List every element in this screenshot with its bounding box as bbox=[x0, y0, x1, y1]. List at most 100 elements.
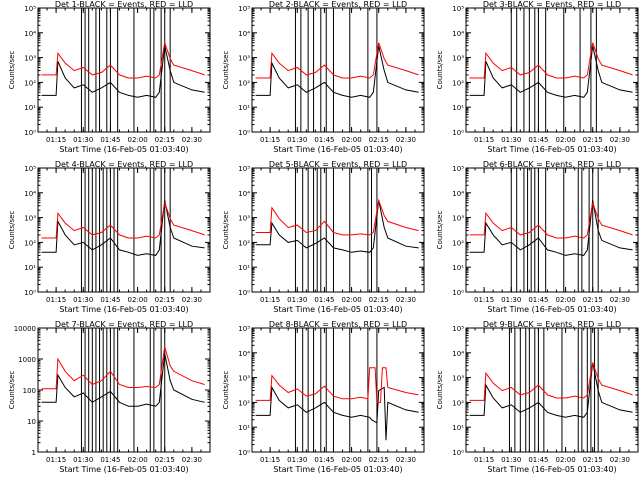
x-tick-label: 02:30 bbox=[610, 296, 630, 304]
y-tick-label: 10² bbox=[238, 399, 250, 407]
panel-title: Det 9-BLACK = Events, RED = LLD bbox=[483, 320, 621, 329]
panel-title: Det 6-BLACK = Events, RED = LLD bbox=[483, 160, 621, 169]
x-tick-label: 02:15 bbox=[369, 136, 389, 144]
y-tick-label: 10⁰ bbox=[452, 289, 464, 297]
y-tick-label: 10³ bbox=[24, 55, 36, 63]
y-axis-label: Counts/sec bbox=[436, 211, 444, 250]
plot-frame bbox=[251, 7, 425, 133]
y-axis-label: Counts/sec bbox=[8, 51, 16, 90]
x-tick-label: 02:15 bbox=[155, 296, 175, 304]
y-tick-label: 10¹ bbox=[238, 104, 250, 112]
x-tick-label: 02:00 bbox=[127, 136, 147, 144]
y-tick-label: 10⁴ bbox=[238, 350, 250, 358]
x-tick-label: 02:00 bbox=[127, 296, 147, 304]
y-tick-label: 10⁴ bbox=[24, 30, 36, 38]
series-line-red bbox=[255, 198, 419, 236]
x-axis-label: Start Time (16-Feb-05 01:03:40) bbox=[59, 465, 188, 474]
y-tick-label: 10¹ bbox=[24, 104, 36, 112]
x-tick-label: 02:15 bbox=[369, 296, 389, 304]
chart-panel-6: 10⁰ 10¹ 10² 10³ 10⁴ 10⁵ 01:15 01:30 01:45 02:00 02… bbox=[436, 160, 639, 314]
series-line-red bbox=[255, 42, 419, 79]
x-tick-label: 01:15 bbox=[474, 456, 494, 464]
y-tick-label: 10³ bbox=[238, 375, 250, 383]
series-line-black bbox=[41, 353, 205, 407]
y-axis-label: Counts/sec bbox=[8, 371, 16, 410]
panel-title: Det 4-BLACK = Events, RED = LLD bbox=[55, 160, 193, 169]
y-tick-label: 10⁵ bbox=[452, 165, 464, 173]
plot-frame bbox=[465, 327, 639, 453]
y-axis-label: Counts/sec bbox=[222, 51, 230, 90]
chart-panel-2: 10⁰ 10¹ 10² 10³ 10⁴ 10⁵ 01:15 01:30 01:45 02:00 02… bbox=[222, 0, 425, 154]
x-axis-label: Start Time (16-Feb-05 01:03:40) bbox=[487, 305, 616, 314]
series-line-black bbox=[469, 362, 633, 418]
y-tick-label: 10² bbox=[238, 79, 250, 87]
x-tick-label: 02:15 bbox=[155, 136, 175, 144]
y-tick-label: 10000 bbox=[14, 325, 36, 333]
panel-title: Det 3-BLACK = Events, RED = LLD bbox=[483, 0, 621, 9]
series-line-black bbox=[469, 200, 633, 256]
y-tick-label: 10⁰ bbox=[452, 449, 464, 457]
series-line-black bbox=[255, 385, 419, 441]
x-axis-label: Start Time (16-Feb-05 01:03:40) bbox=[487, 465, 616, 474]
x-tick-label: 02:15 bbox=[369, 456, 389, 464]
plot-frame bbox=[251, 167, 425, 293]
series-line-red bbox=[469, 362, 633, 401]
y-tick-label: 10² bbox=[24, 79, 36, 87]
x-tick-label: 02:30 bbox=[396, 296, 416, 304]
series-line-black bbox=[255, 45, 419, 98]
y-axis-label: Counts/sec bbox=[436, 51, 444, 90]
x-tick-label: 01:30 bbox=[501, 136, 521, 144]
y-tick-label: 10³ bbox=[452, 55, 464, 63]
y-tick-label: 10⁵ bbox=[452, 325, 464, 333]
x-tick-label: 01:45 bbox=[314, 136, 334, 144]
x-tick-label: 01:30 bbox=[73, 136, 93, 144]
y-tick-label: 10⁰ bbox=[238, 449, 250, 457]
x-tick-label: 02:15 bbox=[583, 136, 603, 144]
x-tick-label: 01:15 bbox=[46, 296, 66, 304]
y-tick-label: 1000 bbox=[18, 356, 36, 364]
chart-panel-4: 10⁰ 10¹ 10² 10³ 10⁴ 10⁵ 01:15 01:30 01:45 02:00 02… bbox=[8, 160, 211, 314]
x-tick-label: 02:30 bbox=[182, 136, 202, 144]
series-line-red bbox=[41, 42, 205, 79]
panel-title: Det 5-BLACK = Events, RED = LLD bbox=[269, 160, 407, 169]
y-tick-label: 10¹ bbox=[452, 104, 464, 112]
y-tick-label: 10⁵ bbox=[24, 165, 36, 173]
plot-frame bbox=[37, 327, 211, 453]
x-tick-label: 01:15 bbox=[474, 296, 494, 304]
x-tick-label: 01:30 bbox=[287, 456, 307, 464]
y-tick-label: 10¹ bbox=[238, 424, 250, 432]
x-tick-label: 02:30 bbox=[396, 136, 416, 144]
plot-frame bbox=[465, 167, 639, 293]
series-line-black bbox=[255, 200, 419, 253]
x-tick-label: 02:00 bbox=[127, 456, 147, 464]
y-tick-label: 10³ bbox=[238, 55, 250, 63]
y-tick-label: 10⁵ bbox=[238, 165, 250, 173]
x-axis-label: Start Time (16-Feb-05 01:03:40) bbox=[59, 305, 188, 314]
y-tick-label: 10⁴ bbox=[452, 30, 464, 38]
x-tick-label: 02:15 bbox=[155, 456, 175, 464]
x-tick-label: 02:15 bbox=[583, 456, 603, 464]
y-tick-label: 10² bbox=[452, 79, 464, 87]
y-tick-label: 10² bbox=[452, 399, 464, 407]
series-line-red bbox=[469, 202, 633, 239]
y-tick-label: 10¹ bbox=[452, 264, 464, 272]
series-line-red bbox=[41, 202, 205, 239]
x-tick-label: 02:30 bbox=[610, 456, 630, 464]
x-tick-label: 02:30 bbox=[182, 456, 202, 464]
x-tick-label: 01:15 bbox=[46, 456, 66, 464]
chart-panel-8: 10⁰ 10¹ 10² 10³ 10⁴ 10⁵ 01:15 01:30 01:45 02:00 02… bbox=[222, 320, 425, 474]
series-line-red bbox=[469, 42, 633, 79]
x-tick-label: 02:30 bbox=[610, 136, 630, 144]
x-axis-label: Start Time (16-Feb-05 01:03:40) bbox=[273, 145, 402, 154]
x-tick-label: 01:45 bbox=[528, 296, 548, 304]
plot-frame bbox=[37, 167, 211, 293]
plot-frame bbox=[37, 7, 211, 133]
y-tick-label: 1 bbox=[32, 449, 36, 457]
y-tick-label: 10 bbox=[27, 418, 36, 426]
x-axis-label: Start Time (16-Feb-05 01:03:40) bbox=[59, 145, 188, 154]
series-line-black bbox=[41, 200, 205, 256]
panel-title: Det 2-BLACK = Events, RED = LLD bbox=[269, 0, 407, 9]
x-axis-label: Start Time (16-Feb-05 01:03:40) bbox=[273, 465, 402, 474]
series-line-red bbox=[255, 367, 419, 403]
